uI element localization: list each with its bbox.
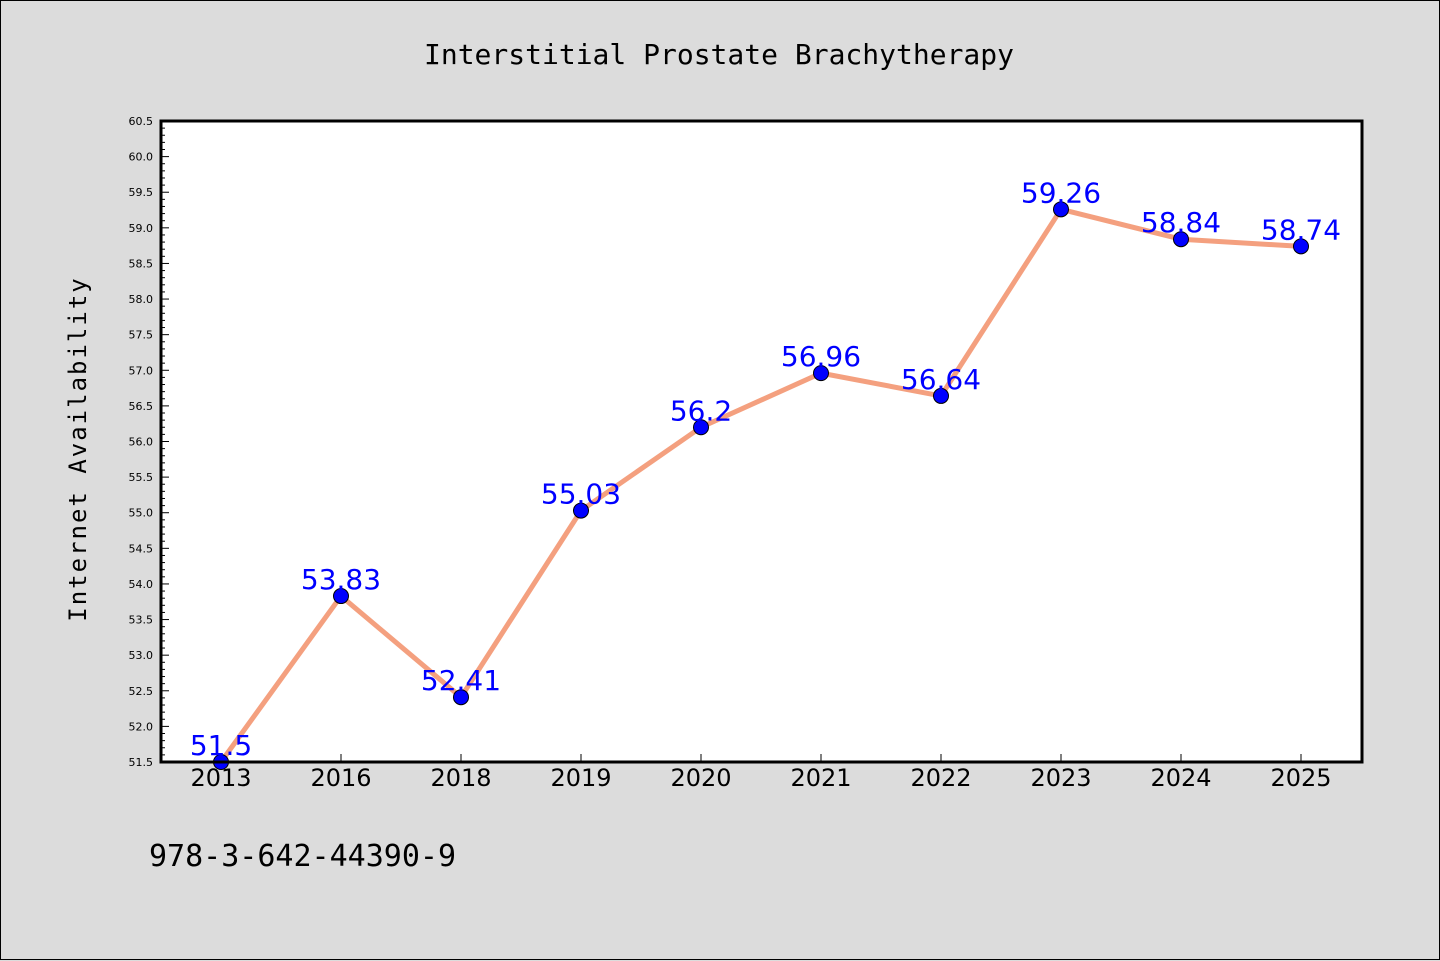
x-tick-label: 2016 xyxy=(310,764,371,792)
data-point-marker xyxy=(693,419,709,436)
x-tick-label: 2023 xyxy=(1030,764,1091,792)
y-tick-label: 55.0 xyxy=(129,507,154,520)
y-tick-label: 58.5 xyxy=(129,257,154,270)
data-point-label: 55.03 xyxy=(541,478,621,511)
data-point-marker xyxy=(1173,231,1189,248)
y-tick-label: 55.5 xyxy=(129,471,154,484)
data-point-label: 53.83 xyxy=(301,563,381,596)
chart-title: Interstitial Prostate Brachytherapy xyxy=(424,38,1014,71)
x-tick-label: 2018 xyxy=(430,764,491,792)
data-point-label: 56.64 xyxy=(901,363,981,396)
y-tick-label: 57.5 xyxy=(129,329,154,342)
y-tick-label: 53.0 xyxy=(129,649,154,662)
data-point-label: 58.84 xyxy=(1141,206,1221,239)
data-point-marker xyxy=(933,387,949,404)
data-point-label: 52.41 xyxy=(421,664,501,697)
y-tick-label: 59.5 xyxy=(129,186,154,199)
x-tick-label: 2022 xyxy=(910,764,971,792)
y-axis-label: Internet Availability xyxy=(64,276,92,621)
data-point-marker xyxy=(813,365,829,382)
data-point-marker xyxy=(453,689,469,706)
y-tick-label: 52.0 xyxy=(129,720,154,733)
data-point-marker xyxy=(1053,201,1069,218)
data-point-label: 58.74 xyxy=(1261,213,1341,246)
x-tick-label: 2019 xyxy=(550,764,611,792)
plot-frame xyxy=(159,119,1364,764)
y-tick-label: 57.0 xyxy=(129,364,154,377)
data-point-marker xyxy=(333,588,349,605)
data-point-marker xyxy=(573,502,589,519)
data-point-label: 59.26 xyxy=(1021,176,1101,209)
data-point-label: 56.96 xyxy=(781,340,861,373)
y-tick-label: 54.5 xyxy=(129,542,154,555)
y-tick-label: 53.5 xyxy=(129,614,154,627)
x-tick-label: 2021 xyxy=(790,764,851,792)
y-tick-label: 56.5 xyxy=(129,400,154,413)
x-tick-label: 2024 xyxy=(1150,764,1211,792)
x-tick-label: 2025 xyxy=(1270,764,1331,792)
data-point-label: 51.5 xyxy=(190,729,252,762)
y-tick-label: 58.0 xyxy=(129,293,154,306)
data-markers xyxy=(213,201,1309,770)
plot-area xyxy=(161,121,1362,762)
y-tick-label: 52.5 xyxy=(129,685,154,698)
x-tick-label: 2020 xyxy=(670,764,731,792)
data-point-label: 56.2 xyxy=(670,394,732,427)
y-tick-label: 51.5 xyxy=(129,756,154,769)
data-labels: 51.5 53.83 52.41 55.03 56.2 56.96 56.64 59.26 58… xyxy=(190,176,1341,762)
y-tick-label: 60.5 xyxy=(129,115,154,128)
y-tick-label: 60.0 xyxy=(129,151,154,164)
data-point-marker xyxy=(1293,238,1309,255)
isbn-text: 978-3-642-44390-9 xyxy=(149,839,456,874)
series-line xyxy=(218,206,1302,764)
y-tick-label: 59.0 xyxy=(129,222,154,235)
y-tick-label: 54.0 xyxy=(129,578,154,591)
y-tick-label: 56.0 xyxy=(129,436,154,449)
